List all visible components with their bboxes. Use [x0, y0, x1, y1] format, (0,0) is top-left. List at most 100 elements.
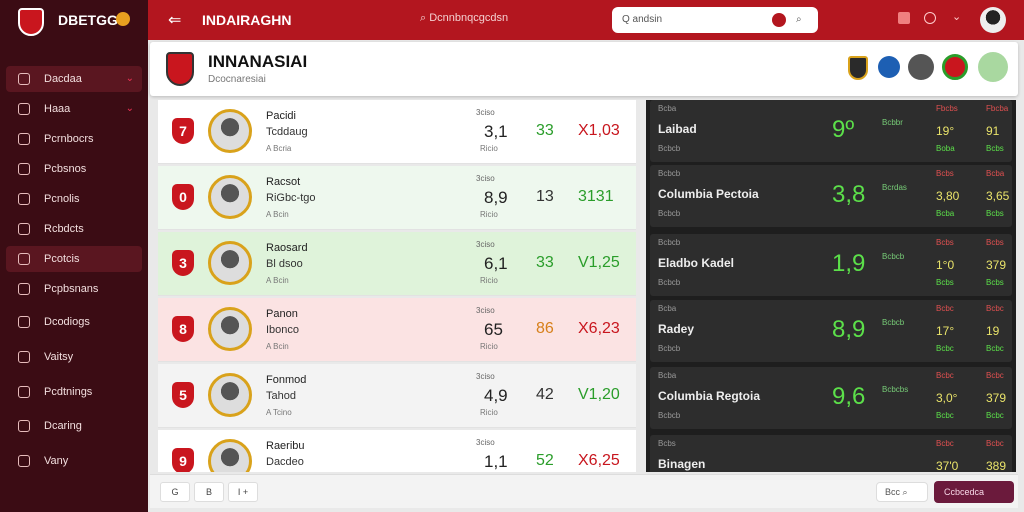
score-card[interactable]: Bcba Laibad Bcbcb 9º Bcbbr Fbcbs 19° Boba Fbcba 9…	[650, 100, 1012, 162]
nav-icon	[18, 386, 30, 398]
score-note: Bcbbr	[882, 118, 903, 127]
player-row[interactable]: 3 Raosard Bl dsoo A Bcin 3ciso 6,1 Ricio 33 V1,2…	[158, 232, 636, 296]
score-col: Bcbc	[936, 411, 954, 420]
player-row[interactable]: 0 Racsot RiGbc-tgo A Bcin 3ciso 8,9 Ricio 13 313…	[158, 166, 636, 230]
player-avatar	[208, 175, 252, 219]
player-avatar[interactable]	[978, 52, 1008, 82]
brand-name[interactable]: DBETGG	[58, 12, 118, 28]
stat-note: Ricio	[480, 276, 498, 285]
nav-item[interactable]: Pcbsnos	[6, 156, 142, 182]
score-col: Bcbs	[986, 238, 1004, 247]
score-value: 9º	[832, 116, 855, 143]
score-note: Bcrdas	[882, 183, 907, 192]
score-card[interactable]: Bcba Radey Bcbcb 8,9 Bcbcb Bcbc 17° Bcbc Bcbc 19 B…	[650, 300, 1012, 362]
team-crest	[166, 52, 194, 86]
nav-item[interactable]: Dacdaa ⌄	[6, 66, 142, 92]
nav-item[interactable]: Pcnolis	[6, 186, 142, 212]
score-note: Bcbcb	[882, 318, 905, 327]
footer-tab[interactable]: G	[160, 482, 190, 502]
footer-tab[interactable]: I +	[228, 482, 258, 502]
stat-label: 3ciso	[476, 438, 495, 447]
player-team: Tahod	[266, 390, 296, 402]
nav-item[interactable]: Dcaring	[6, 413, 142, 439]
player-avatar	[208, 109, 252, 153]
search-icon[interactable]: ⌕	[796, 14, 802, 25]
nav-item[interactable]: Pcdtnings	[6, 379, 142, 405]
stat-value: 6,1	[484, 254, 508, 273]
score-note: Bcbcb	[882, 252, 905, 261]
home-icon[interactable]	[898, 12, 910, 24]
nav-item[interactable]: Haaa ⌄	[6, 96, 142, 122]
score-meta: Bcbcb	[658, 209, 681, 218]
score-col: Bcba	[936, 209, 955, 218]
nav-label: Dcodiogs	[44, 316, 90, 328]
nav-item[interactable]: Dcodiogs	[6, 309, 142, 335]
stat-right: X1,03	[578, 122, 620, 139]
sidebar: DBETGG Dacdaa ⌄ Haaa ⌄ Pcrnbocrs Pcbsnos Pcnol…	[0, 0, 148, 512]
score-col: 3,80	[936, 189, 960, 203]
score-meta: Bcbcb	[658, 278, 681, 287]
nav-item[interactable]: Vany	[6, 448, 142, 474]
search-badge	[772, 13, 786, 27]
club-badge[interactable]	[942, 54, 968, 80]
stat-label: 3ciso	[476, 372, 495, 381]
footer-button[interactable]: Ccbcedca	[934, 481, 1014, 503]
nav-item[interactable]: Pcrnbocrs	[6, 126, 142, 152]
nav-label: Rcbdcts	[44, 223, 84, 235]
score-value: 9,6	[832, 383, 866, 410]
clock-icon[interactable]	[924, 12, 936, 24]
nav-item[interactable]: Pcotcis	[6, 246, 142, 272]
score-col: Bcbs	[986, 209, 1004, 218]
score-tag: Bcbcb	[658, 169, 681, 178]
player-row[interactable]: 7 Pacidi Tcddaug A Bcria 3ciso 3,1 Ricio 33 X1,0…	[158, 100, 636, 164]
rank-badge: 9	[172, 448, 194, 472]
score-card[interactable]: Bcba Columbia Regtoia Bcbcb 9,6 Bcbcbs Bcbc 3,…	[650, 367, 1012, 429]
score-card[interactable]: Bcbcb Eladbo Kadel Bcbcb 1,9 Bcbcb Bcbs 1°0 Bcb…	[650, 234, 1012, 296]
score-card[interactable]: Bcbcb Columbia Pectoia Bcbcb 3,8 Bcrdas Bcbs 3…	[650, 165, 1012, 227]
stat-value: 65	[484, 320, 503, 339]
player-row[interactable]: 8 Panon Ibonco A Bcin 3ciso 65 Ricio 86 X6,23	[158, 298, 636, 362]
score-col: Bcbc	[936, 344, 954, 353]
nav-label: Pcpbsnans	[44, 283, 99, 295]
nav-label: Pcdtnings	[44, 386, 93, 398]
user-avatar[interactable]	[980, 7, 1006, 33]
brand-logo	[18, 8, 44, 36]
player-avatar	[208, 307, 252, 351]
nav-label: Pcnolis	[44, 193, 80, 205]
player-team: Ibonco	[266, 324, 300, 336]
nav-item[interactable]: Vaitsy	[6, 344, 142, 370]
search-box[interactable]: Q andsin ⌕	[612, 7, 818, 33]
stat-value: 3,1	[484, 122, 508, 141]
score-col: 19	[986, 324, 1000, 338]
score-col: 3,65	[986, 189, 1010, 203]
score-col: Bcbs	[936, 169, 954, 178]
score-col: 19°	[936, 124, 955, 138]
score-meta: Bcbcb	[658, 411, 681, 420]
player-row[interactable]: 9 Raeribu Dacdeo 3ciso 1,1 52 X6,25	[158, 430, 636, 472]
nav-item[interactable]: Pcpbsnans	[6, 276, 142, 302]
stat-value: 4,9	[484, 386, 508, 405]
menu-icon[interactable]: ⌄	[952, 11, 962, 23]
score-col: Bcbc	[986, 439, 1004, 448]
topbar-search[interactable]: ⌕ Dcnnbnqcgcdsn	[420, 12, 509, 24]
score-col: Bcbc	[986, 411, 1004, 420]
club-badge[interactable]	[848, 56, 868, 80]
chevron: ⌄	[125, 103, 134, 114]
score-col: Bcbc	[936, 304, 954, 313]
player-sub: A Bcin	[266, 210, 289, 219]
footer-search[interactable]: Bcc ⌕	[876, 482, 928, 502]
player-avatar[interactable]	[908, 54, 934, 80]
score-col: Fbcba	[986, 104, 1009, 113]
score-col: Bcbc	[986, 304, 1004, 313]
footer-tab[interactable]: B	[194, 482, 224, 502]
player-row[interactable]: 5 Fonmod Tahod A Tcino 3ciso 4,9 Ricio 42 V1,20	[158, 364, 636, 428]
header-title: INNANASIAI	[208, 52, 308, 71]
score-col: Bcbs	[936, 238, 954, 247]
nav-item[interactable]: Rcbdcts	[6, 216, 142, 242]
score-col: 17°	[936, 324, 955, 338]
nav-icon	[18, 351, 30, 363]
score-card[interactable]: Bcbs Binagen Bcbc 37'0 Bcbc 389	[650, 435, 1012, 472]
score-col: 1°0	[936, 258, 955, 272]
club-badge[interactable]	[878, 56, 900, 78]
back-button[interactable]: ⇐	[168, 12, 182, 29]
